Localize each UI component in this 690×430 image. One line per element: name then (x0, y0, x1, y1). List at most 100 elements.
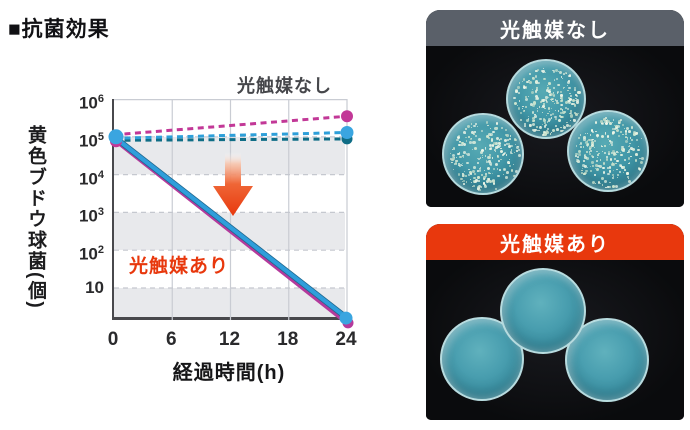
bacteria-colony-dot (607, 186, 609, 188)
bacteria-colony-dot (561, 104, 564, 107)
bacteria-colony-dot (495, 188, 497, 190)
bacteria-colony-dot (535, 69, 538, 72)
bacteria-colony-dot (474, 131, 476, 133)
bacteria-colony-dot (629, 142, 631, 145)
petri-dish (506, 59, 586, 139)
bacteria-colony-dot (517, 148, 520, 151)
bacteria-colony-dot (473, 147, 477, 150)
bacteria-colony-dot (596, 150, 598, 153)
bacteria-colony-dot (466, 125, 470, 129)
bacteria-colony-dot (465, 140, 467, 142)
bacteria-colony-dot (619, 164, 623, 168)
y-tick-label: 103 (78, 206, 104, 227)
bacteria-colony-dot (535, 125, 539, 129)
bacteria-colony-dot (453, 156, 456, 158)
bacteria-colony-dot (541, 111, 544, 113)
bacteria-colony-dot (462, 130, 466, 134)
bacteria-colony-dot (569, 119, 572, 122)
bacteria-colony-dot (608, 165, 612, 169)
bacteria-colony-dot (470, 173, 472, 175)
bacteria-colony-dot (546, 89, 550, 92)
bacteria-colony-dot (458, 152, 460, 154)
bacteria-colony-dot (556, 101, 559, 105)
bacteria-colony-dot (502, 173, 504, 175)
bacteria-colony-dot (590, 165, 592, 168)
bacteria-colony-dot (457, 163, 460, 165)
bacteria-colony-dot (623, 166, 625, 168)
bacteria-colony-dot (601, 145, 603, 148)
bacteria-colony-dot (517, 105, 519, 107)
bacteria-colony-dot (628, 180, 632, 184)
bacteria-colony-dot (500, 150, 504, 154)
bacteria-colony-dot (583, 172, 586, 175)
bacteria-colony-dot (606, 119, 610, 123)
bacteria-colony-dot (583, 136, 586, 139)
bacteria-colony-dot (568, 86, 572, 90)
bacteria-colony-dot (546, 121, 549, 123)
bacteria-colony-dot (509, 134, 512, 137)
bacteria-colony-dot (475, 123, 478, 126)
bacteria-colony-dot (476, 157, 479, 160)
bacteria-colony-dot (638, 167, 642, 171)
bacteria-colony-dot (498, 139, 501, 141)
bacteria-colony-dot (534, 114, 536, 116)
bacteria-colony-dot (628, 146, 630, 148)
bacteria-colony-dot (539, 126, 543, 130)
bacteria-colony-dot (483, 177, 486, 180)
bacteria-colony-dot (615, 184, 619, 188)
bacteria-colony-dot (528, 79, 530, 82)
bacteria-colony-dot (497, 174, 500, 177)
bacteria-colony-dot (513, 97, 516, 100)
bacteria-colony-dot (605, 122, 608, 125)
bacteria-colony-dot (492, 157, 494, 159)
bacteria-colony-dot (479, 167, 482, 169)
bacteria-colony-dot (546, 129, 548, 132)
bacteria-colony-dot (465, 181, 468, 183)
label-with-photocatalyst: 光触媒あり (129, 256, 230, 277)
series-line-0 (113, 114, 348, 137)
bacteria-colony-dot (560, 116, 563, 119)
bacteria-colony-dot (569, 109, 573, 113)
bacteria-colony-dot (460, 143, 464, 147)
bacteria-colony-dot (536, 81, 540, 85)
bacteria-colony-dot (562, 126, 566, 129)
bacteria-colony-dot (570, 114, 574, 118)
bacteria-colony-dot (624, 169, 626, 171)
bacteria-colony-dot (524, 124, 527, 127)
bacteria-colony-dot (605, 186, 608, 189)
bacteria-colony-dot (547, 128, 550, 131)
x-tick-label: 6 (165, 329, 177, 350)
bacteria-colony-dot (562, 109, 564, 111)
bacteria-colony-dot (584, 132, 586, 135)
bacteria-colony-dot (490, 145, 492, 147)
bacteria-colony-dot (508, 164, 512, 167)
bacteria-colony-dot (502, 168, 506, 172)
bacteria-colony-dot (568, 74, 572, 77)
bacteria-colony-dot (462, 162, 464, 164)
bacteria-colony-dot (542, 70, 545, 73)
bacteria-colony-dot (549, 98, 552, 101)
bacteria-colony-dot (550, 117, 552, 119)
bacteria-colony-dot (588, 152, 591, 155)
series-line-1 (113, 130, 348, 140)
bacteria-colony-dot (527, 96, 529, 98)
bacteria-colony-dot (560, 99, 563, 103)
bacteria-colony-dot (532, 104, 536, 108)
bacteria-colony-dot (564, 107, 568, 110)
bacteria-colony-dot (478, 158, 481, 161)
bacteria-colony-dot (547, 82, 551, 86)
bacteria-colony-dot (538, 129, 540, 131)
petri-dish (442, 113, 524, 195)
bacteria-colony-dot (623, 172, 625, 174)
bacteria-colony-dot (589, 170, 592, 173)
bacteria-colony-dot (576, 158, 579, 161)
bacteria-colony-dot (531, 77, 535, 80)
bacteria-colony-dot (602, 171, 606, 175)
bacteria-colony-dot (565, 124, 569, 128)
x-tick-label: 24 (335, 329, 357, 350)
bacteria-colony-dot (541, 98, 545, 102)
bacteria-colony-dot (491, 144, 495, 147)
bacteria-colony-dot (604, 145, 606, 147)
bacteria-colony-dot (471, 123, 473, 125)
bacteria-colony-dot (626, 137, 629, 139)
